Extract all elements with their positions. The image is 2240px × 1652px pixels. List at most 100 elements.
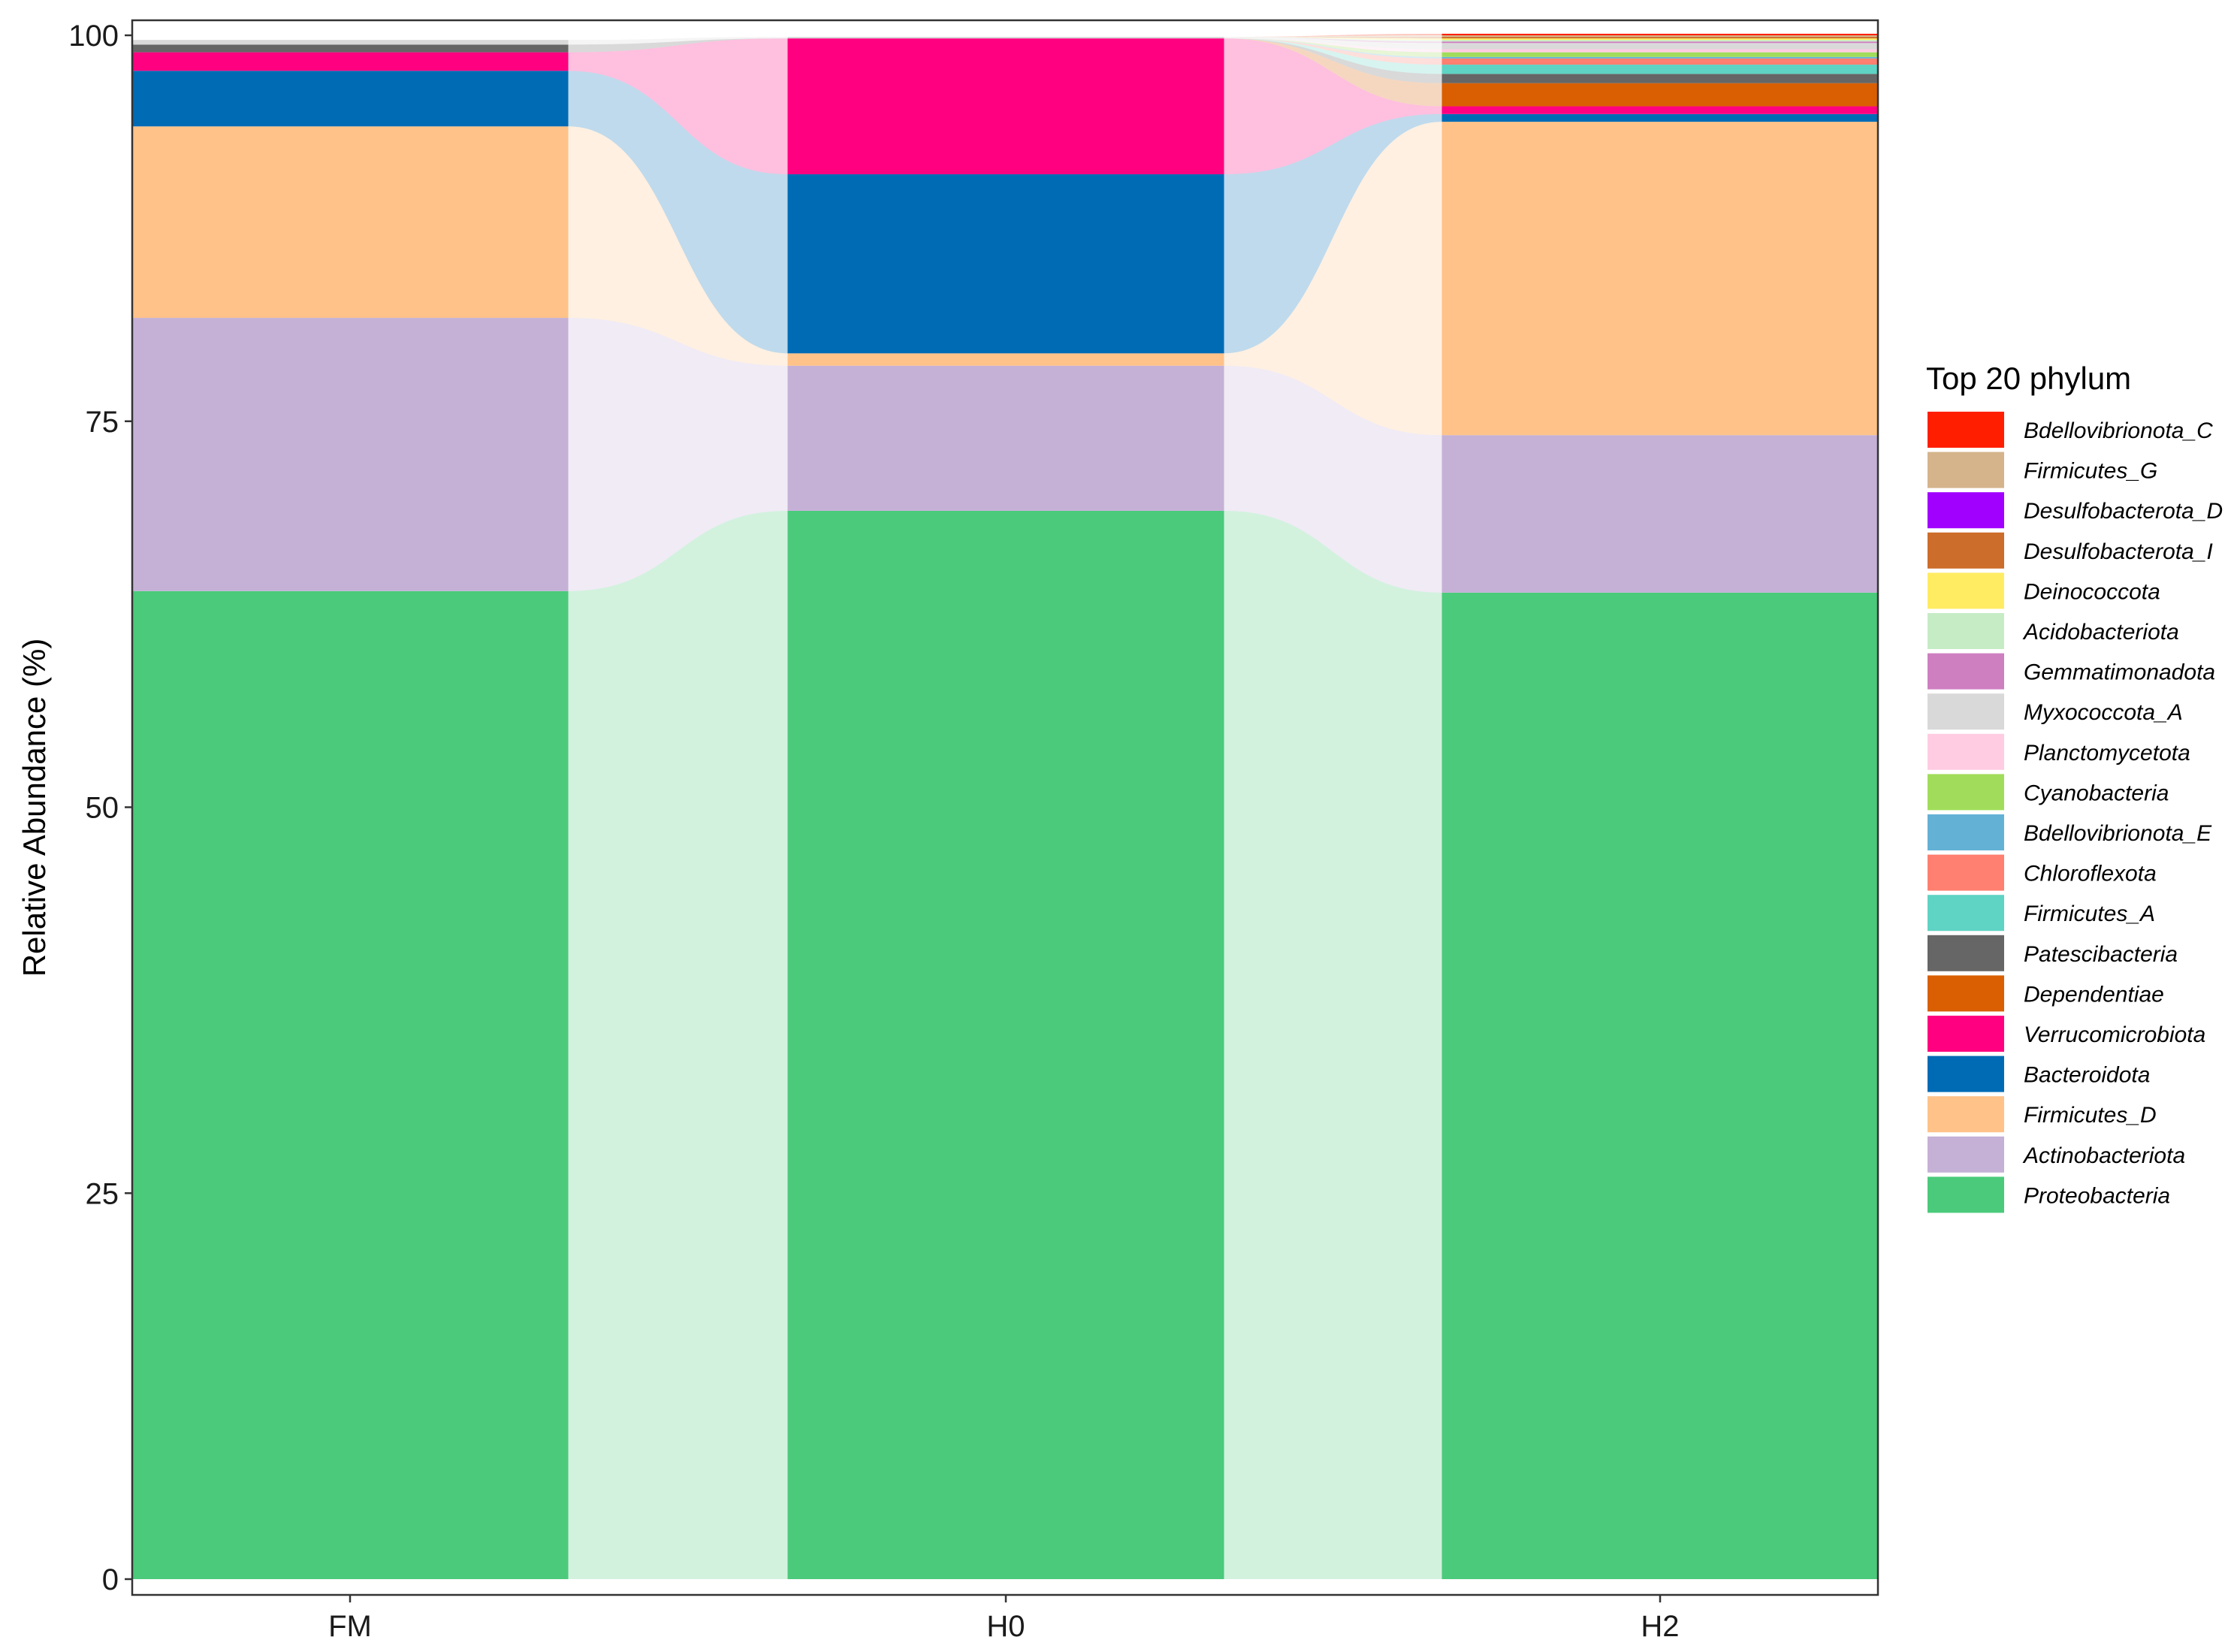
legend-label-gemmatimonadota: Gemmatimonadota — [2024, 660, 2215, 685]
bar-segment-actinobacteriota-h0 — [787, 365, 1224, 511]
legend-key-firmicutes-g — [1928, 452, 2004, 488]
flow-bdellovibrionota-c-h0 — [1224, 33, 1442, 38]
flow-planctomycetota-h0 — [1224, 38, 1442, 53]
bar-segment-firmicutes-d-h2 — [1442, 122, 1879, 436]
bar-segment-chloroflexota-h2 — [1442, 58, 1879, 65]
flow-desulfobacterota-i-h0 — [1224, 37, 1442, 39]
legend-label-patescibacteria: Patescibacteria — [2024, 942, 2178, 967]
legend: Top 20 phylum Bdellovibrionota_C Firmicut… — [1926, 361, 2223, 1213]
legend-label-bacteroidota: Bacteroidota — [2024, 1063, 2150, 1088]
legend-label-bdellovibrionota-e: Bdellovibrionota_E — [2024, 821, 2212, 846]
bar-segment-bacteroidota-fm — [131, 71, 569, 127]
y-tick-label: 100 — [68, 20, 119, 53]
legend-label-firmicutes-g: Firmicutes_G — [2024, 459, 2157, 484]
x-axis: FM H0 H2 — [328, 1595, 1680, 1643]
flow-firmicutes-d-fm — [568, 126, 788, 366]
bar-segment-patescibacteria-fm — [131, 44, 569, 53]
bar-segment-bacteroidota-h0 — [787, 174, 1224, 354]
flow-firmicutes-a-h0 — [1224, 38, 1442, 74]
flow-deinococcota-h0 — [1224, 37, 1442, 41]
legend-key-cyanobacteria — [1928, 774, 2004, 811]
legend-label-actinobacteriota: Actinobacteriota — [2022, 1143, 2185, 1168]
flow-patescibacteria-fm — [568, 38, 788, 53]
legend-key-planctomycetota — [1928, 733, 2004, 770]
bar-segment-bdellovibrionota-e-h2 — [1442, 56, 1879, 59]
legend-label-cyanobacteria: Cyanobacteria — [2024, 781, 2169, 805]
legend-label-desulfobacterota-i: Desulfobacterota_I — [2024, 539, 2213, 564]
x-tick-label: H2 — [1641, 1610, 1679, 1643]
legend-key-desulfobacterota-i — [1928, 532, 2004, 569]
bar-segment-dependentiae-h2 — [1442, 83, 1879, 107]
y-tick-label: 25 — [86, 1177, 119, 1210]
legend-key-bdellovibrionota-e — [1928, 814, 2004, 850]
flow-proteobacteria-h0 — [1224, 510, 1442, 1580]
legend-key-bacteroidota — [1928, 1056, 2004, 1092]
bar-segment-planctomycetota-h2 — [1442, 49, 1879, 53]
flow-actinobacteriota-fm — [568, 318, 788, 591]
bar-segment-firmicutes-d-fm — [131, 126, 569, 319]
legend-key-patescibacteria — [1928, 935, 2004, 971]
legend-key-bdellovibrionota-c — [1928, 412, 2004, 448]
flow-actinobacteriota-h0 — [1224, 365, 1442, 593]
y-tick-label: 75 — [86, 406, 119, 439]
legend-key-verrucomicrobiota — [1928, 1016, 2004, 1052]
bar-segment-firmicutes-g-h2 — [1442, 35, 1879, 38]
bar-segment-verrucomicrobiota-h2 — [1442, 106, 1879, 114]
flow-cyanobacteria-h0 — [1224, 38, 1442, 57]
flow-dependentiae-h0 — [1224, 38, 1442, 107]
legend-key-dependentiae — [1928, 975, 2004, 1012]
bar-segment-bdellovibrionota-c-h2 — [1442, 33, 1879, 35]
legend-label-verrucomicrobiota: Verrucomicrobiota — [2024, 1022, 2205, 1047]
bar-segment-actinobacteriota-fm — [131, 318, 569, 591]
legend-label-dependentiae: Dependentiae — [2024, 982, 2164, 1007]
legend-label-planctomycetota: Planctomycetota — [2024, 741, 2190, 766]
bar-segment-proteobacteria-fm — [131, 590, 569, 1579]
y-tick-label: 50 — [86, 792, 119, 825]
flow-layer — [568, 33, 1442, 1580]
bar-segment-verrucomicrobiota-h0 — [787, 38, 1224, 174]
legend-label-proteobacteria: Proteobacteria — [2024, 1183, 2170, 1208]
x-tick-label: FM — [328, 1610, 372, 1643]
legend-key-actinobacteriota — [1928, 1136, 2004, 1173]
legend-title: Top 20 phylum — [1926, 361, 2131, 396]
bar-segment-gemmatimonadota-h2 — [1442, 41, 1879, 44]
bar-segment-myxococcota-a-h2 — [1442, 43, 1879, 50]
legend-label-chloroflexota: Chloroflexota — [2024, 862, 2157, 886]
bar-segment-verrucomicrobiota-fm — [131, 52, 569, 71]
flow-myxococcota-a-h0 — [1224, 37, 1442, 50]
flow-proteobacteria-fm — [568, 510, 788, 1580]
legend-key-firmicutes-d — [1928, 1096, 2004, 1133]
flow-myxococcota-a-fm — [568, 37, 788, 45]
legend-label-desulfobacterota-d: Desulfobacterota_D — [2024, 499, 2223, 524]
bar-segment-acidobacteriota-h2 — [1442, 40, 1879, 42]
legend-key-acidobacteriota — [1928, 613, 2004, 649]
flow-verrucomicrobiota-h0 — [1224, 38, 1442, 174]
y-tick-label: 0 — [102, 1563, 119, 1596]
flow-firmicutes-d-h0 — [1224, 122, 1442, 436]
flow-bacteroidota-fm — [568, 71, 788, 354]
legend-key-myxococcota-a — [1928, 693, 2004, 730]
legend-key-chloroflexota — [1928, 854, 2004, 891]
bar-segment-cyanobacteria-h2 — [1442, 52, 1879, 57]
bar-segment-actinobacteriota-h2 — [1442, 435, 1879, 593]
bar-segment-desulfobacterota-i-h2 — [1442, 37, 1879, 39]
legend-label-myxococcota-a: Myxococcota_A — [2024, 700, 2183, 725]
bar-segment-proteobacteria-h2 — [1442, 592, 1879, 1579]
flow-chloroflexota-h0 — [1224, 38, 1442, 65]
flow-gemmatimonadota-h0 — [1224, 37, 1442, 44]
legend-label-firmicutes-d: Firmicutes_D — [2024, 1103, 2157, 1128]
legend-label-acidobacteriota: Acidobacteriota — [2022, 620, 2179, 645]
legend-key-firmicutes-a — [1928, 895, 2004, 932]
bar-layer — [131, 33, 1879, 1580]
flow-firmicutes-g-h0 — [1224, 35, 1442, 38]
y-axis: 0 25 50 75 100 — [68, 20, 132, 1596]
flow-bacteroidota-h0 — [1224, 113, 1442, 354]
flow-patescibacteria-h0 — [1224, 38, 1442, 83]
bar-segment-myxococcota-a-h0 — [787, 37, 1224, 39]
flow-verrucomicrobiota-fm — [568, 38, 788, 174]
bar-segment-bacteroidota-h2 — [1442, 113, 1879, 122]
legend-label-deinococcota: Deinococcota — [2024, 579, 2160, 604]
flow-acidobacteriota-h0 — [1224, 37, 1442, 42]
bar-segment-deinococcota-h2 — [1442, 38, 1879, 41]
